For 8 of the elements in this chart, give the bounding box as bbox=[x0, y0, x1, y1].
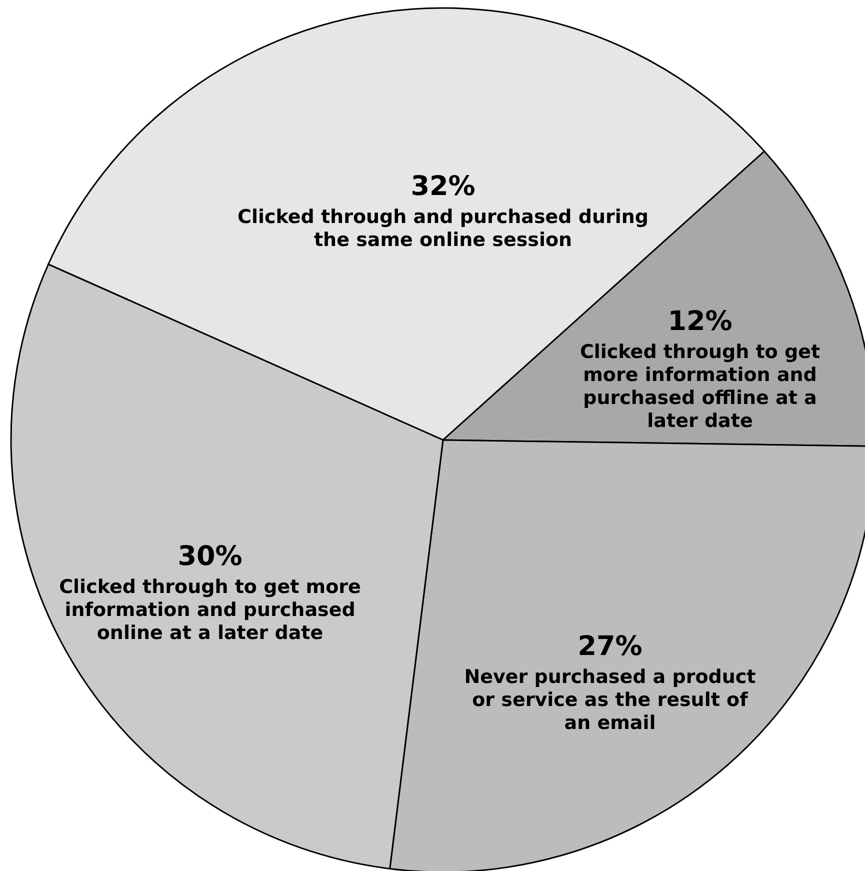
data-label: 27% bbox=[578, 631, 642, 662]
slice-label: Never purchased a product or service as the result of an email bbox=[464, 666, 756, 734]
slice-label: Clicked through and purchased during the same online session bbox=[238, 206, 648, 251]
data-label: 32% bbox=[410, 171, 476, 202]
slice-label: Clicked through to get more information and purchased online at a later date bbox=[59, 576, 361, 644]
data-label: 30% bbox=[178, 541, 242, 572]
slice-label: Clicked through to get more information and purchased offline at a later date bbox=[580, 341, 820, 432]
data-label: 12% bbox=[668, 306, 732, 337]
